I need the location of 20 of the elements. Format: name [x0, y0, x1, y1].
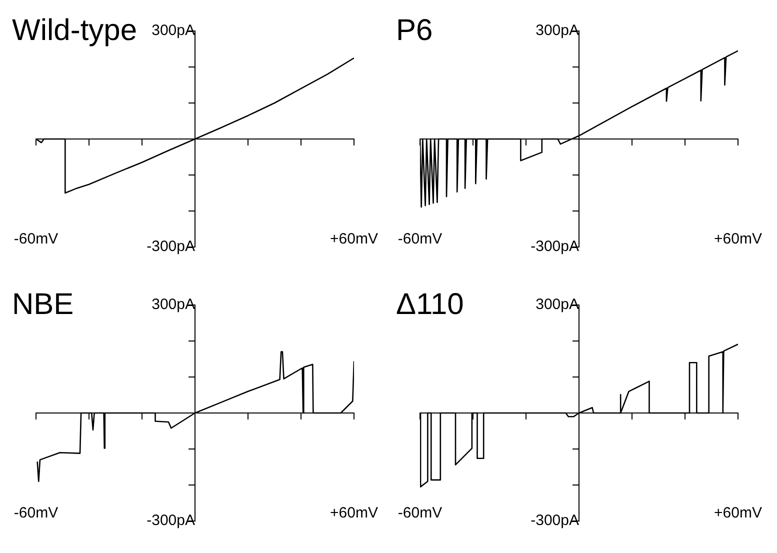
x-tick-label: -60mV	[398, 230, 442, 248]
x-tick-label: -60mV	[14, 504, 58, 522]
chart-title: NBE	[12, 288, 74, 322]
y-tick-label: 300pA	[152, 296, 195, 314]
x-tick-label: +60mV	[714, 230, 762, 248]
chart-title: P6	[396, 14, 433, 48]
y-tick-label: -300pA	[530, 512, 579, 530]
chart-title: Δ110	[396, 288, 464, 322]
y-tick-label: -300pA	[146, 238, 195, 256]
x-tick-label: -60mV	[398, 504, 442, 522]
y-tick-label: 300pA	[536, 22, 579, 40]
y-tick-label: -300pA	[146, 512, 195, 530]
y-tick-label: 300pA	[536, 296, 579, 314]
x-tick-label: +60mV	[330, 504, 378, 522]
y-tick-label: -300pA	[530, 238, 579, 256]
y-tick-label: 300pA	[152, 22, 195, 40]
x-tick-label: +60mV	[330, 230, 378, 248]
x-tick-label: +60mV	[714, 504, 762, 522]
x-tick-label: -60mV	[14, 230, 58, 248]
chart-title: Wild-type	[12, 14, 138, 48]
